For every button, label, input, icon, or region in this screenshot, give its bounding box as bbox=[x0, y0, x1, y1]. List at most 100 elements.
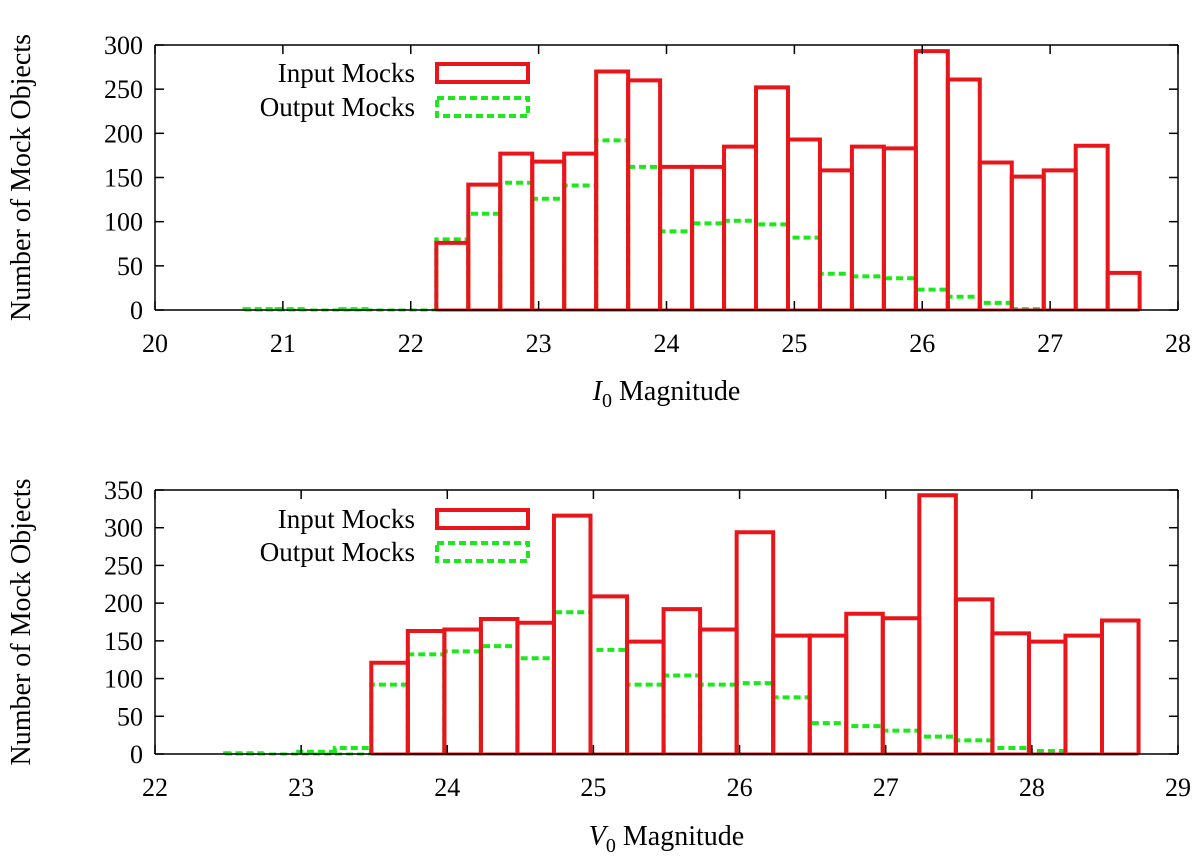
input-bar-2 bbox=[405, 629, 447, 754]
legend-label-output: Output Mocks bbox=[260, 537, 415, 567]
input-bar-2 bbox=[466, 182, 503, 310]
output-bar-5 bbox=[466, 211, 503, 310]
output-bar-19 bbox=[913, 287, 950, 310]
y-tick-label: 50 bbox=[117, 702, 143, 731]
output-bar-10 bbox=[626, 164, 663, 310]
input-bar-14 bbox=[849, 144, 886, 310]
input-bar-7 bbox=[588, 594, 630, 754]
input-bar-4 bbox=[478, 616, 520, 754]
x-tick-label: 28 bbox=[1165, 329, 1191, 358]
input-bar-6 bbox=[551, 513, 593, 754]
output-bar-14 bbox=[754, 222, 790, 310]
output-bar-7 bbox=[530, 196, 567, 310]
input-bar-15 bbox=[880, 616, 922, 754]
input-bar-20 bbox=[1041, 168, 1078, 310]
input-bar-10 bbox=[722, 144, 759, 310]
output-bar-13 bbox=[722, 218, 759, 310]
y-tick-label: 150 bbox=[104, 164, 143, 193]
output-bar-11 bbox=[658, 229, 695, 310]
x-tick-label: 27 bbox=[1037, 329, 1063, 358]
input-bar-16 bbox=[913, 49, 950, 310]
y-tick-label: 200 bbox=[104, 119, 143, 148]
input-bar-16 bbox=[917, 493, 958, 754]
x-axis-label: I0 Magnitude bbox=[592, 376, 741, 412]
output-bar-16 bbox=[817, 271, 854, 310]
x-tick-label: 21 bbox=[270, 329, 296, 358]
output-bar-4 bbox=[369, 682, 410, 754]
output-bar-8 bbox=[515, 656, 556, 754]
input-bar-17 bbox=[953, 597, 995, 754]
output-bar-17 bbox=[849, 274, 886, 310]
y-tick-label: 350 bbox=[104, 476, 143, 505]
input-bar-22 bbox=[1105, 270, 1142, 310]
input-bar-6 bbox=[594, 69, 631, 310]
input-bar-14 bbox=[844, 611, 885, 754]
x-axis-label-variable: I bbox=[592, 376, 604, 407]
panel-2: 0 50 100 150 200 250 300 350 22 23 24 25 26 27 28 29 V0 … bbox=[6, 476, 1191, 857]
y-tick-label: 250 bbox=[104, 551, 143, 580]
input-bar-8 bbox=[625, 639, 666, 754]
output-bar-15 bbox=[785, 235, 822, 310]
input-bar-7 bbox=[626, 78, 663, 310]
input-bar-21 bbox=[1073, 143, 1110, 310]
x-tick-label: 22 bbox=[398, 329, 424, 358]
output-bar-13 bbox=[698, 682, 739, 754]
input-bar-1 bbox=[369, 660, 410, 754]
y-tick-label: 250 bbox=[104, 75, 143, 104]
output-bar-4 bbox=[434, 237, 471, 310]
legend-swatch-input bbox=[435, 62, 530, 84]
input-bar-13 bbox=[807, 633, 849, 754]
x-tick-label: 22 bbox=[142, 773, 168, 802]
output-bar-20 bbox=[945, 294, 982, 310]
input-bar-18 bbox=[990, 631, 1031, 754]
legend-swatch-output bbox=[435, 96, 530, 118]
output-bar-16 bbox=[807, 721, 849, 754]
x-tick-label: 25 bbox=[580, 773, 606, 802]
x-axis-label-text: Magnitude bbox=[616, 821, 744, 852]
x-axis-label-variable: V bbox=[589, 821, 609, 852]
input-bar-3 bbox=[498, 151, 535, 310]
y-axis-label: Number of Mock Objects bbox=[6, 479, 37, 766]
input-bar-20 bbox=[1063, 633, 1105, 754]
output-bar-18 bbox=[881, 276, 918, 310]
input-bar-12 bbox=[785, 137, 822, 310]
x-tick-label: 29 bbox=[1165, 773, 1191, 802]
legend-swatch-output bbox=[435, 541, 530, 563]
output-bar-7 bbox=[478, 644, 520, 754]
input-bar-11 bbox=[734, 530, 776, 754]
y-tick-label: 300 bbox=[104, 514, 143, 543]
y-tick-label: 100 bbox=[104, 665, 143, 694]
input-bar-19 bbox=[1026, 639, 1068, 754]
output-bar-8 bbox=[562, 183, 599, 310]
input-bar-9 bbox=[661, 607, 703, 754]
output-bar-15 bbox=[771, 695, 812, 754]
y-tick-label: 150 bbox=[104, 627, 143, 656]
x-tick-label: 23 bbox=[526, 329, 552, 358]
output-bar-9 bbox=[594, 138, 631, 310]
x-axis-label-subscript: 0 bbox=[602, 390, 612, 412]
output-bar-12 bbox=[661, 673, 703, 754]
output-bar-6 bbox=[498, 180, 535, 310]
x-tick-label: 28 bbox=[1019, 773, 1045, 802]
x-axis-label-subscript: 0 bbox=[606, 835, 616, 857]
x-tick-label: 20 bbox=[142, 329, 168, 358]
output-bar-17 bbox=[844, 724, 885, 754]
y-axis-label: Number of Mock Objects bbox=[6, 34, 37, 321]
input-bar-10 bbox=[698, 627, 739, 754]
input-bar-19 bbox=[1009, 174, 1046, 310]
x-tick-label: 24 bbox=[434, 773, 460, 802]
legend-label-output: Output Mocks bbox=[260, 92, 415, 122]
y-tick-label: 0 bbox=[130, 296, 143, 325]
input-bar-5 bbox=[562, 151, 599, 310]
output-bar-5 bbox=[405, 652, 447, 754]
output-bar-19 bbox=[917, 734, 958, 754]
input-bar-1 bbox=[434, 240, 471, 310]
input-bar-13 bbox=[817, 168, 854, 310]
output-bar-14 bbox=[734, 681, 776, 754]
x-axis-label: V0 Magnitude bbox=[589, 821, 744, 857]
y-tick-label: 0 bbox=[130, 740, 143, 769]
input-bar-12 bbox=[771, 633, 812, 754]
output-bar-6 bbox=[442, 649, 483, 754]
